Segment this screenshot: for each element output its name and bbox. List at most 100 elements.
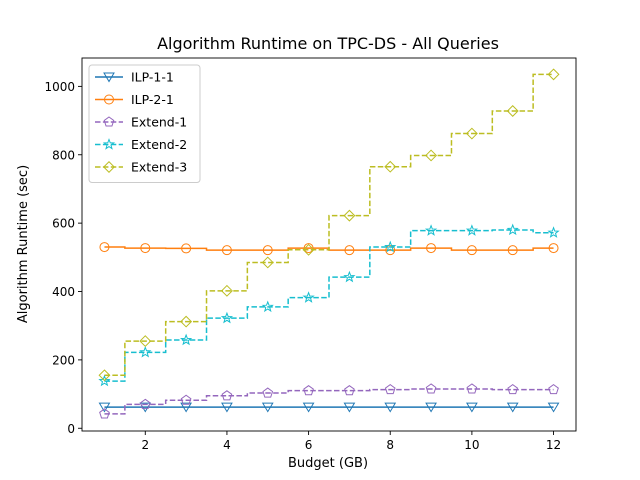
data-point-extend-2	[220, 311, 234, 324]
chart-title: Algorithm Runtime on TPC-DS - All Querie…	[157, 34, 499, 53]
data-point-ilp-2-1	[466, 245, 477, 256]
data-point-ilp-1-1	[343, 402, 356, 413]
legend-marker	[104, 94, 114, 105]
x-tick-label: 8	[386, 438, 394, 452]
data-point-ilp-2-1	[181, 243, 192, 254]
data-point-extend-2	[302, 291, 315, 303]
data-point-ilp-2-1	[385, 245, 396, 256]
series-extend-3	[98, 68, 560, 382]
legend-label: ILP-2-1	[131, 92, 174, 107]
data-point-extend-3	[302, 243, 315, 256]
data-point-ilp-1-1	[466, 402, 478, 413]
data-point-extend-1	[384, 384, 396, 395]
data-point-extend-3	[139, 335, 152, 348]
data-point-ilp-1-1	[384, 402, 397, 413]
data-point-extend-1	[548, 384, 559, 395]
data-point-extend-3	[98, 369, 111, 382]
data-point-extend-2	[384, 240, 397, 253]
series-ilp-1-1	[98, 402, 560, 413]
y-axis-label: Algorithm Runtime (sec)	[16, 165, 31, 323]
legend-entry-ilp-1-1: ILP-1-1	[95, 70, 174, 85]
data-point-extend-1	[507, 384, 519, 395]
x-tick-label: 4	[223, 438, 231, 452]
series-line-extend-2	[104, 229, 554, 382]
legend-entry-extend-1: Extend-1	[95, 115, 187, 130]
series-extend-2	[98, 223, 560, 387]
data-point-ilp-1-1	[180, 402, 192, 413]
data-point-ilp-1-1	[139, 402, 152, 413]
data-point-ilp-2-1	[99, 242, 110, 253]
data-point-extend-1	[425, 383, 437, 394]
data-point-extend-2	[465, 224, 479, 236]
data-point-ilp-2-1	[140, 243, 151, 254]
data-point-ilp-2-1	[303, 243, 314, 254]
series-extend-1	[99, 383, 559, 419]
legend-marker	[102, 138, 116, 150]
series-line-extend-3	[104, 73, 554, 377]
legend-label: ILP-1-1	[131, 70, 174, 85]
x-tick-label: 10	[464, 438, 479, 452]
legend-label: Extend-2	[131, 137, 187, 152]
data-point-extend-2	[98, 374, 111, 387]
y-tick-label: 400	[52, 285, 75, 299]
data-point-extend-1	[180, 394, 192, 405]
y-tick-label: 200	[52, 353, 75, 367]
data-point-extend-1	[466, 383, 478, 394]
data-point-extend-1	[99, 408, 110, 419]
legend-label: Extend-3	[131, 160, 187, 175]
axes: 2 4 6 8 10 12 0 200 400 600 800 1000	[44, 57, 577, 452]
data-point-extend-2	[261, 300, 274, 313]
y-tick-label: 600	[52, 217, 75, 231]
data-point-extend-2	[424, 224, 438, 236]
data-point-ilp-1-1	[425, 402, 437, 413]
data-point-ilp-2-1	[221, 245, 232, 256]
plot-area	[98, 68, 560, 419]
data-point-extend-3	[506, 105, 519, 117]
y-tick-label: 800	[52, 148, 75, 162]
x-tick-label: 6	[305, 438, 313, 452]
data-point-extend-1	[221, 390, 233, 401]
data-point-extend-3	[547, 68, 560, 81]
legend: ILP-1-1 ILP-2-1 Extend-1 Extend-2 Extend-3	[88, 64, 201, 183]
y-tick-label: 1000	[44, 80, 75, 94]
x-tick-label: 2	[141, 438, 149, 452]
data-point-ilp-1-1	[506, 402, 519, 413]
data-point-extend-1	[262, 387, 274, 398]
data-point-extend-3	[425, 149, 438, 162]
legend-entry-extend-3: Extend-3	[95, 160, 187, 175]
data-point-extend-3	[465, 127, 478, 140]
data-point-extend-2	[547, 226, 560, 238]
data-point-extend-3	[261, 256, 274, 269]
legend-marker	[103, 161, 115, 173]
legend-entry-extend-2: Extend-2	[95, 137, 187, 152]
data-point-extend-2	[343, 270, 356, 283]
data-point-ilp-1-1	[547, 402, 560, 413]
x-tick-label: 12	[546, 438, 561, 452]
data-point-ilp-1-1	[302, 402, 315, 413]
data-point-extend-3	[384, 160, 397, 173]
data-point-extend-3	[180, 315, 193, 328]
data-point-extend-2	[139, 345, 152, 358]
legend-entry-ilp-2-1: ILP-2-1	[95, 92, 174, 107]
data-point-extend-2	[506, 223, 519, 236]
data-point-ilp-2-1	[262, 245, 273, 256]
data-point-ilp-1-1	[221, 402, 233, 413]
data-point-extend-1	[344, 385, 355, 396]
data-point-ilp-2-1	[344, 245, 355, 256]
data-point-ilp-2-1	[426, 243, 437, 254]
legend-marker	[103, 72, 115, 83]
data-point-extend-1	[139, 398, 151, 409]
legend-box	[88, 64, 201, 183]
data-point-ilp-1-1	[261, 402, 274, 413]
y-tick-label: 0	[67, 422, 75, 436]
data-point-extend-3	[343, 209, 356, 222]
axes-frame	[81, 57, 577, 432]
data-point-extend-3	[220, 284, 233, 297]
data-point-ilp-2-1	[507, 245, 518, 256]
data-point-extend-1	[303, 385, 314, 396]
x-axis-label: Budget (GB)	[288, 456, 368, 471]
legend-label: Extend-1	[131, 115, 187, 130]
series-line-extend-1	[104, 388, 554, 415]
legend-marker	[103, 116, 115, 127]
